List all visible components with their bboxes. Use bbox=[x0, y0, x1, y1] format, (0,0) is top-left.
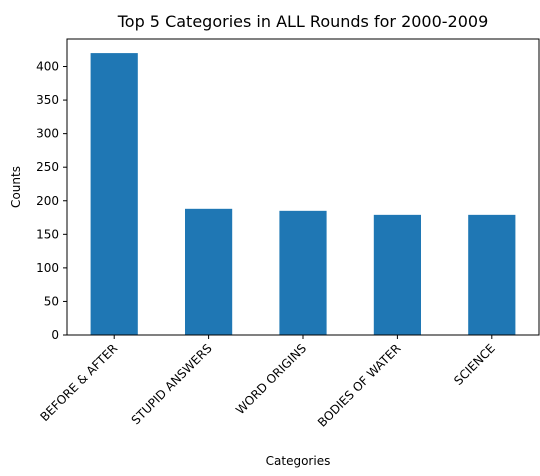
bar bbox=[279, 210, 327, 335]
x-tick-label: BODIES OF WATER bbox=[315, 341, 404, 430]
bar bbox=[185, 208, 233, 335]
plot-frame bbox=[66, 38, 540, 336]
x-tick-label: SCIENCE bbox=[451, 341, 498, 388]
x-tick-label: BEFORE & AFTER bbox=[37, 341, 120, 424]
bars-group bbox=[90, 53, 516, 335]
x-axis-label: Categories bbox=[266, 454, 331, 468]
y-axis-label: Counts bbox=[9, 166, 23, 208]
y-tick-label: 200 bbox=[36, 194, 59, 208]
y-tick-label: 400 bbox=[36, 60, 59, 74]
x-ticks-group: BEFORE & AFTER STUPID ANSWERS WORD ORIGINS… bbox=[37, 335, 498, 430]
x-tick-label: WORD ORIGINS bbox=[233, 341, 309, 417]
y-tick-label: 250 bbox=[36, 160, 59, 174]
y-tick-label: 150 bbox=[36, 227, 59, 241]
bar bbox=[468, 214, 516, 335]
y-tick-label: 300 bbox=[36, 127, 59, 141]
x-tick-label: STUPID ANSWERS bbox=[129, 341, 215, 427]
y-tick-label: 100 bbox=[36, 261, 59, 275]
y-tick-label: 0 bbox=[51, 328, 59, 342]
y-ticks-group: 0 50 100 150 200 250 300 350 400 bbox=[36, 60, 67, 342]
bar bbox=[373, 214, 421, 335]
chart-title: Top 5 Categories in ALL Rounds for 2000-… bbox=[117, 12, 489, 31]
y-tick-label: 350 bbox=[36, 93, 59, 107]
bar bbox=[90, 53, 138, 335]
y-tick-label: 50 bbox=[44, 294, 59, 308]
